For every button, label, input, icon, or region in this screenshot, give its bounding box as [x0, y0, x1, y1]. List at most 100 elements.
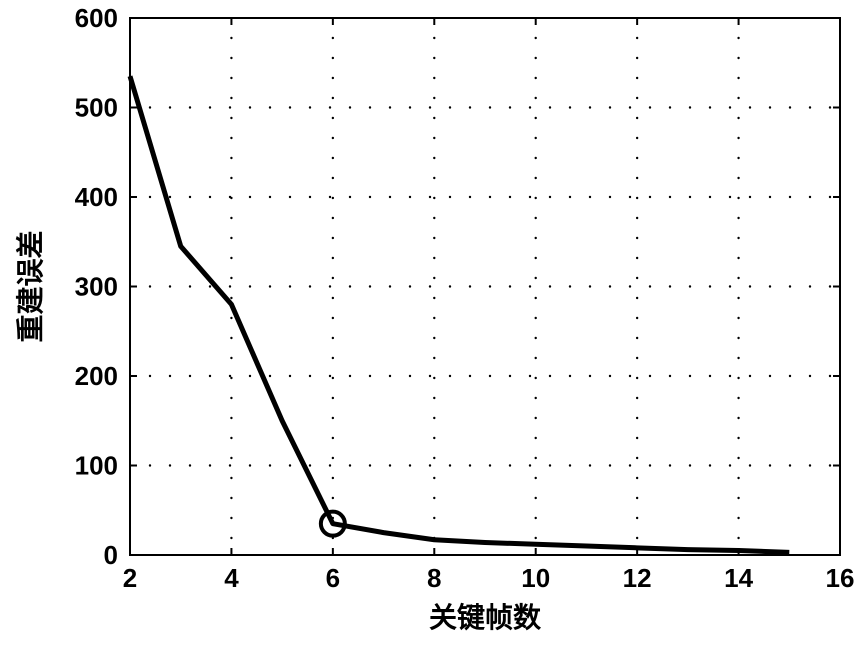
grid-dot	[289, 106, 291, 108]
grid-dot	[389, 285, 391, 287]
grid-dot	[649, 196, 651, 198]
x-tick-label: 8	[427, 563, 441, 593]
grid-dot	[729, 106, 731, 108]
grid-dot	[669, 375, 671, 377]
grid-dot	[737, 317, 739, 319]
grid-dot	[149, 196, 151, 198]
grid-dot	[230, 377, 232, 379]
grid-dot	[649, 375, 651, 377]
grid-dot	[535, 437, 537, 439]
grid-dot	[737, 337, 739, 339]
grid-dot	[433, 177, 435, 179]
grid-dot	[636, 457, 638, 459]
plot-border	[130, 18, 840, 555]
grid-dot	[169, 375, 171, 377]
grid-dot	[789, 196, 791, 198]
grid-dot	[433, 277, 435, 279]
grid-dot	[629, 196, 631, 198]
y-tick-label: 400	[75, 182, 118, 212]
grid-dot	[489, 285, 491, 287]
grid-dot	[230, 217, 232, 219]
grid-dot	[209, 464, 211, 466]
grid-dot	[729, 196, 731, 198]
grid-dot	[269, 285, 271, 287]
grid-dot	[309, 464, 311, 466]
grid-dot	[809, 375, 811, 377]
grid-dot	[589, 196, 591, 198]
grid-dot	[332, 197, 334, 199]
grid-dot	[535, 357, 537, 359]
grid-dot	[409, 375, 411, 377]
grid-dot	[469, 106, 471, 108]
grid-dot	[737, 377, 739, 379]
grid-dot	[469, 285, 471, 287]
grid-dot	[332, 57, 334, 59]
grid-dot	[332, 297, 334, 299]
y-tick-label: 600	[75, 3, 118, 33]
grid-dot	[429, 375, 431, 377]
grid-dot	[809, 285, 811, 287]
grid-dot	[636, 97, 638, 99]
grid-dot	[737, 537, 739, 539]
grid-dot	[636, 37, 638, 39]
grid-dot	[449, 285, 451, 287]
grid-dot	[369, 375, 371, 377]
grid-dot	[449, 464, 451, 466]
grid-dot	[369, 106, 371, 108]
grid-dot	[489, 106, 491, 108]
grid-dot	[230, 37, 232, 39]
grid-dot	[230, 397, 232, 399]
grid-dot	[332, 177, 334, 179]
grid-dot	[535, 537, 537, 539]
grid-dot	[329, 196, 331, 198]
grid-dot	[689, 285, 691, 287]
grid-dot	[737, 37, 739, 39]
grid-dot	[609, 106, 611, 108]
grid-dot	[149, 375, 151, 377]
grid-dot	[535, 457, 537, 459]
grid-dot	[433, 257, 435, 259]
grid-dot	[769, 464, 771, 466]
grid-dot	[535, 497, 537, 499]
grid-dot	[629, 106, 631, 108]
grid-dot	[249, 106, 251, 108]
grid-dot	[329, 464, 331, 466]
grid-dot	[349, 106, 351, 108]
grid-dot	[809, 196, 811, 198]
grid-dot	[429, 196, 431, 198]
grid-dot	[535, 417, 537, 419]
grid-dot	[737, 57, 739, 59]
grid-dot	[569, 375, 571, 377]
grid-dot	[433, 497, 435, 499]
grid-dot	[169, 196, 171, 198]
grid-dot	[332, 97, 334, 99]
y-tick-label: 0	[104, 540, 118, 570]
grid-dot	[589, 285, 591, 287]
y-tick-label: 300	[75, 272, 118, 302]
grid-dot	[149, 285, 151, 287]
grid-dot	[189, 375, 191, 377]
grid-dot	[189, 196, 191, 198]
grid-dot	[749, 196, 751, 198]
grid-dot	[609, 196, 611, 198]
x-tick-label: 6	[326, 563, 340, 593]
grid-dot	[469, 196, 471, 198]
grid-dot	[309, 106, 311, 108]
grid-dot	[535, 197, 537, 199]
grid-dot	[749, 285, 751, 287]
grid-dot	[535, 77, 537, 79]
grid-dot	[609, 285, 611, 287]
grid-dot	[269, 106, 271, 108]
grid-dot	[489, 464, 491, 466]
grid-dot	[549, 285, 551, 287]
grid-dot	[409, 106, 411, 108]
x-tick-label: 14	[724, 563, 753, 593]
grid-dot	[569, 285, 571, 287]
grid-dot	[433, 297, 435, 299]
grid-dot	[249, 464, 251, 466]
grid-dot	[535, 337, 537, 339]
grid-dot	[269, 375, 271, 377]
grid-dot	[829, 285, 831, 287]
grid-dot	[809, 464, 811, 466]
grid-dot	[332, 377, 334, 379]
